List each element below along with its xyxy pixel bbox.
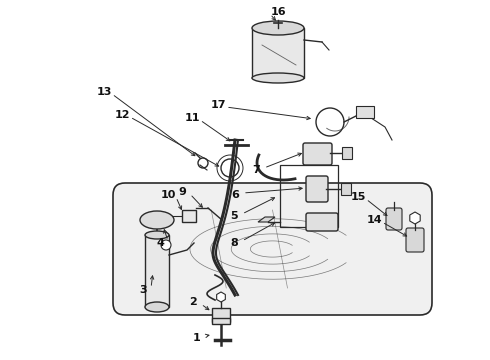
Text: 9: 9	[178, 187, 186, 197]
Bar	[212, 308, 230, 322]
Text: 2: 2	[189, 297, 197, 307]
Ellipse shape	[145, 302, 169, 312]
FancyBboxPatch shape	[386, 208, 402, 230]
Text: 5: 5	[230, 211, 238, 221]
FancyBboxPatch shape	[306, 176, 328, 202]
Bar	[145, 235, 169, 307]
Text: 1: 1	[193, 333, 201, 343]
Ellipse shape	[252, 21, 304, 35]
Text: 14: 14	[366, 215, 382, 225]
Text: 12: 12	[114, 110, 130, 120]
Bar	[341, 183, 351, 195]
Ellipse shape	[145, 231, 169, 239]
Text: 17: 17	[210, 100, 226, 110]
Text: 7: 7	[252, 165, 260, 175]
Text: 8: 8	[230, 238, 238, 248]
Ellipse shape	[140, 211, 174, 229]
Bar	[252, 28, 304, 78]
Circle shape	[161, 240, 171, 250]
Text: 6: 6	[231, 190, 239, 200]
Text: 16: 16	[270, 7, 286, 17]
FancyBboxPatch shape	[113, 183, 432, 315]
Bar	[356, 106, 374, 118]
Bar	[212, 318, 230, 324]
Polygon shape	[258, 217, 275, 222]
Text: 4: 4	[156, 238, 164, 248]
Ellipse shape	[252, 73, 304, 83]
Text: 10: 10	[160, 190, 176, 200]
Bar	[280, 165, 338, 227]
Text: 15: 15	[350, 192, 366, 202]
Bar	[182, 210, 196, 222]
FancyBboxPatch shape	[406, 228, 424, 252]
Bar	[342, 147, 352, 159]
Text: 3: 3	[139, 285, 147, 295]
Circle shape	[198, 158, 208, 168]
Text: 13: 13	[97, 87, 112, 97]
Text: 11: 11	[184, 113, 200, 123]
FancyBboxPatch shape	[303, 143, 332, 165]
FancyBboxPatch shape	[306, 213, 338, 231]
